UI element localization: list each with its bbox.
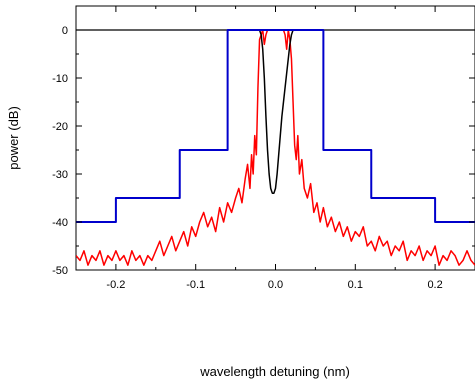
y-tick-label: -50 [52,265,68,277]
x-tick-label: 0.1 [348,279,363,291]
y-tick-label: 0 [62,25,68,37]
plot-area [76,29,475,266]
y-tick-label: -20 [52,121,68,133]
x-tick-label: -0.1 [186,279,205,291]
y-tick-label: -10 [52,73,68,85]
x-ticks: -0.2 -0.1 0.0 0.1 0.2 [75,6,475,291]
x-tick-label: 0.2 [427,279,442,291]
y-ticks: 0 -10 -20 -30 -40 -50 [52,5,475,277]
series-black-spectrum [235,29,316,194]
x-tick-label: -0.2 [106,279,125,291]
x-axis-title: wavelength detuning (nm) [199,364,350,379]
series-red-spectrum [76,29,475,266]
y-tick-label: -30 [52,169,68,181]
plot-frame [75,5,475,271]
series-blue-mask [76,29,475,223]
x-tick-label: 0.0 [268,279,283,291]
y-axis-title: power (dB) [6,106,21,170]
y-tick-label: -40 [52,217,68,229]
